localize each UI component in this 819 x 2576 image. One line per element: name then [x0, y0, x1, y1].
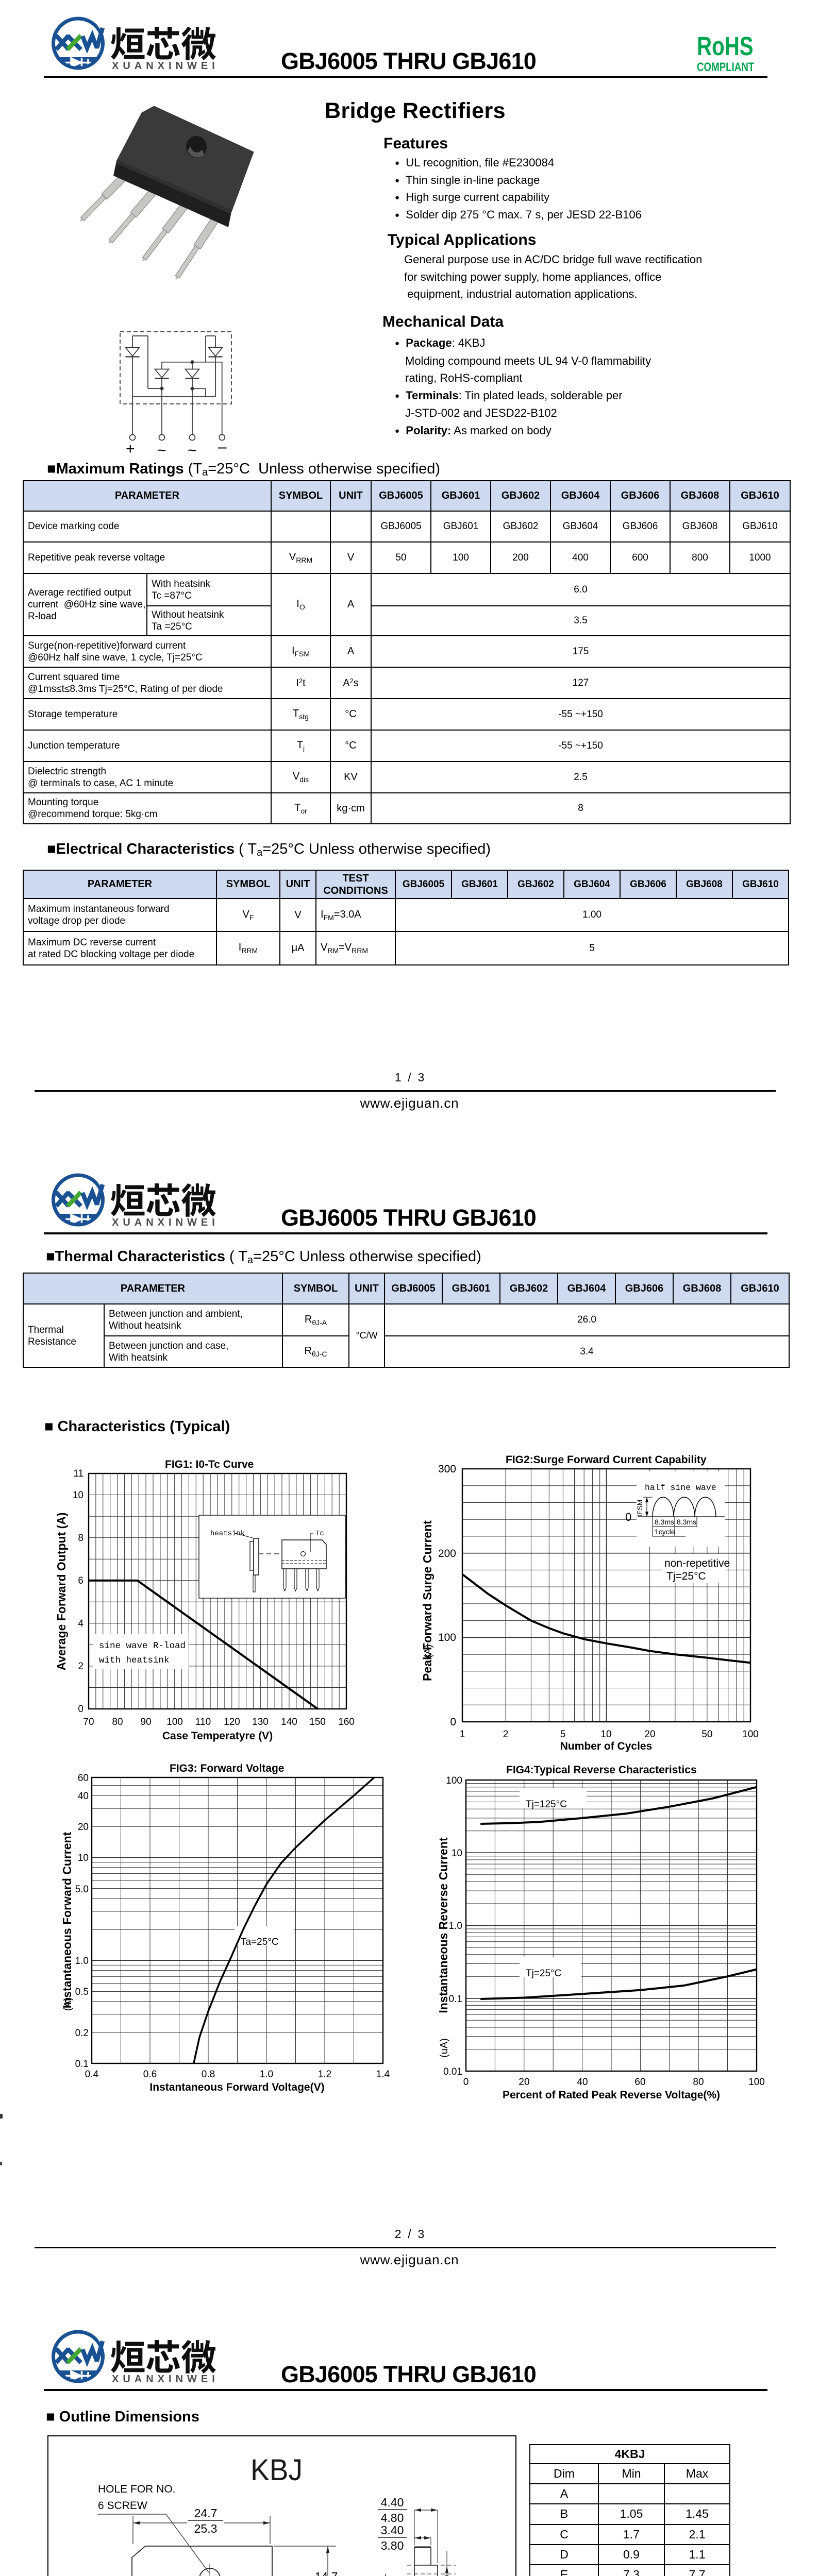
svg-text:Tj=25°C: Tj=25°C [526, 1968, 561, 1979]
svg-text:Tj=125°C: Tj=125°C [526, 1799, 567, 1810]
svg-text:5.0: 5.0 [75, 1884, 89, 1895]
svg-text:10: 10 [452, 1848, 462, 1859]
svg-text:2: 2 [503, 1729, 509, 1740]
svg-text:25.3: 25.3 [194, 2522, 218, 2535]
svg-text:40: 40 [78, 1791, 89, 1802]
svg-text:0: 0 [450, 1716, 456, 1728]
svg-text:100: 100 [166, 1717, 183, 1727]
svg-text:FIG1: I0-Tc Curve: FIG1: I0-Tc Curve [165, 1459, 254, 1470]
svg-text:11: 11 [73, 1468, 83, 1479]
svg-text:60: 60 [634, 2077, 645, 2088]
svg-text:Instantaneous Reverse Current: Instantaneous Reverse Current [437, 1837, 450, 2013]
svg-text:8.3ms: 8.3ms [677, 1518, 696, 1526]
svg-text:200: 200 [438, 1548, 456, 1560]
svg-text:(A): (A) [423, 1645, 434, 1658]
svg-text:Tc: Tc [315, 1530, 324, 1538]
svg-text:FIG3: Forward Voltage: FIG3: Forward Voltage [170, 1762, 284, 1774]
svg-text:Instantaneous Forward Current: Instantaneous Forward Current [60, 1832, 74, 2008]
svg-text:100: 100 [742, 1729, 759, 1740]
svg-text:10: 10 [600, 1729, 611, 1740]
svg-text:20: 20 [78, 1822, 89, 1833]
svg-text:8.3ms: 8.3ms [655, 1518, 674, 1526]
svg-text:10: 10 [73, 1490, 83, 1501]
svg-text:100: 100 [748, 2077, 765, 2088]
svg-text:90: 90 [140, 1717, 151, 1727]
svg-text:Instantaneous Forward Voltage(: Instantaneous Forward Voltage(V) [149, 2081, 324, 2093]
svg-text:50: 50 [701, 1729, 712, 1740]
svg-text:0.6: 0.6 [143, 2069, 157, 2080]
svg-text:2: 2 [78, 1661, 83, 1672]
svg-text:3.40: 3.40 [381, 2523, 404, 2537]
svg-text:FIG4:Typical Reverse Character: FIG4:Typical Reverse Characteristics [506, 1764, 697, 1776]
svg-text:0.1: 0.1 [449, 1994, 462, 2005]
svg-text:300: 300 [438, 1463, 456, 1475]
svg-text:heatsink: heatsink [210, 1530, 245, 1538]
svg-text:20: 20 [519, 2077, 529, 2088]
svg-text:4.80: 4.80 [381, 2511, 404, 2524]
svg-text:120: 120 [224, 1717, 240, 1727]
svg-text:140: 140 [281, 1717, 297, 1727]
svg-text:0.8: 0.8 [202, 2069, 215, 2080]
svg-text:130: 130 [252, 1717, 269, 1727]
svg-text:3.80: 3.80 [381, 2539, 404, 2552]
svg-text:8: 8 [78, 1533, 83, 1544]
svg-text:160: 160 [338, 1717, 355, 1727]
svg-text:1cycle: 1cycle [655, 1528, 675, 1536]
svg-text:Number of Cycles: Number of Cycles [560, 1740, 653, 1752]
svg-text:(A): (A) [62, 1997, 74, 2011]
svg-text:80: 80 [112, 1717, 123, 1727]
svg-text:IFSM: IFSM [636, 1500, 644, 1517]
svg-text:FIG2:Surge Forward Current Cap: FIG2:Surge Forward Current Capability [506, 1454, 707, 1466]
svg-text:100: 100 [446, 1775, 462, 1786]
svg-text:100: 100 [438, 1632, 456, 1643]
svg-text:1.2: 1.2 [318, 2069, 331, 2080]
svg-text:0: 0 [463, 2077, 469, 2088]
svg-text:1.4: 1.4 [376, 2069, 390, 2080]
svg-text:Percent of Rated Peak Reverse: Percent of Rated Peak Reverse Voltage(%) [503, 2089, 720, 2101]
svg-text:110: 110 [195, 1717, 211, 1727]
svg-text:Tj=25°C: Tj=25°C [666, 1570, 706, 1582]
svg-text:1: 1 [460, 1729, 465, 1740]
svg-text:70: 70 [83, 1717, 94, 1727]
svg-text:0.1: 0.1 [75, 2059, 89, 2070]
svg-text:14.7: 14.7 [315, 2570, 338, 2576]
svg-text:0: 0 [78, 1704, 83, 1715]
svg-text:0: 0 [625, 1511, 631, 1523]
svg-text:4: 4 [78, 1618, 83, 1629]
svg-text:1.0: 1.0 [260, 2069, 273, 2080]
svg-text:Average Forward Output (A): Average Forward Output (A) [55, 1512, 68, 1670]
svg-text:half sine wave: half sine wave [645, 1483, 716, 1493]
svg-text:Case Temperatyre (V): Case Temperatyre (V) [162, 1730, 273, 1742]
svg-text:sine wave R-load: sine wave R-load [99, 1641, 186, 1651]
svg-text:150: 150 [309, 1717, 326, 1727]
svg-text:with heatsink: with heatsink [99, 1655, 170, 1666]
svg-text:1.0: 1.0 [449, 1921, 462, 1931]
svg-text:10: 10 [78, 1853, 89, 1863]
svg-text:24.7: 24.7 [194, 2506, 218, 2520]
svg-text:6: 6 [78, 1575, 83, 1586]
svg-text:5: 5 [560, 1729, 566, 1740]
svg-text:0.01: 0.01 [443, 2066, 462, 2077]
svg-text:0.5: 0.5 [75, 1987, 89, 1997]
svg-text:0.2: 0.2 [75, 2028, 89, 2039]
svg-text:(uA): (uA) [439, 2038, 450, 2058]
svg-text:non-repetitive: non-repetitive [664, 1557, 730, 1569]
svg-text:Peak Forward Surge Current: Peak Forward Surge Current [423, 1520, 434, 1681]
svg-text:1.0: 1.0 [75, 1956, 89, 1967]
svg-text:Ta=25°C: Ta=25°C [241, 1937, 279, 1947]
svg-text:80: 80 [693, 2077, 704, 2088]
svg-text:20: 20 [644, 1729, 655, 1740]
svg-text:40: 40 [577, 2077, 588, 2088]
svg-text:4.40: 4.40 [381, 2496, 404, 2509]
svg-text:60: 60 [78, 1773, 89, 1784]
svg-text:0.4: 0.4 [85, 2069, 99, 2080]
